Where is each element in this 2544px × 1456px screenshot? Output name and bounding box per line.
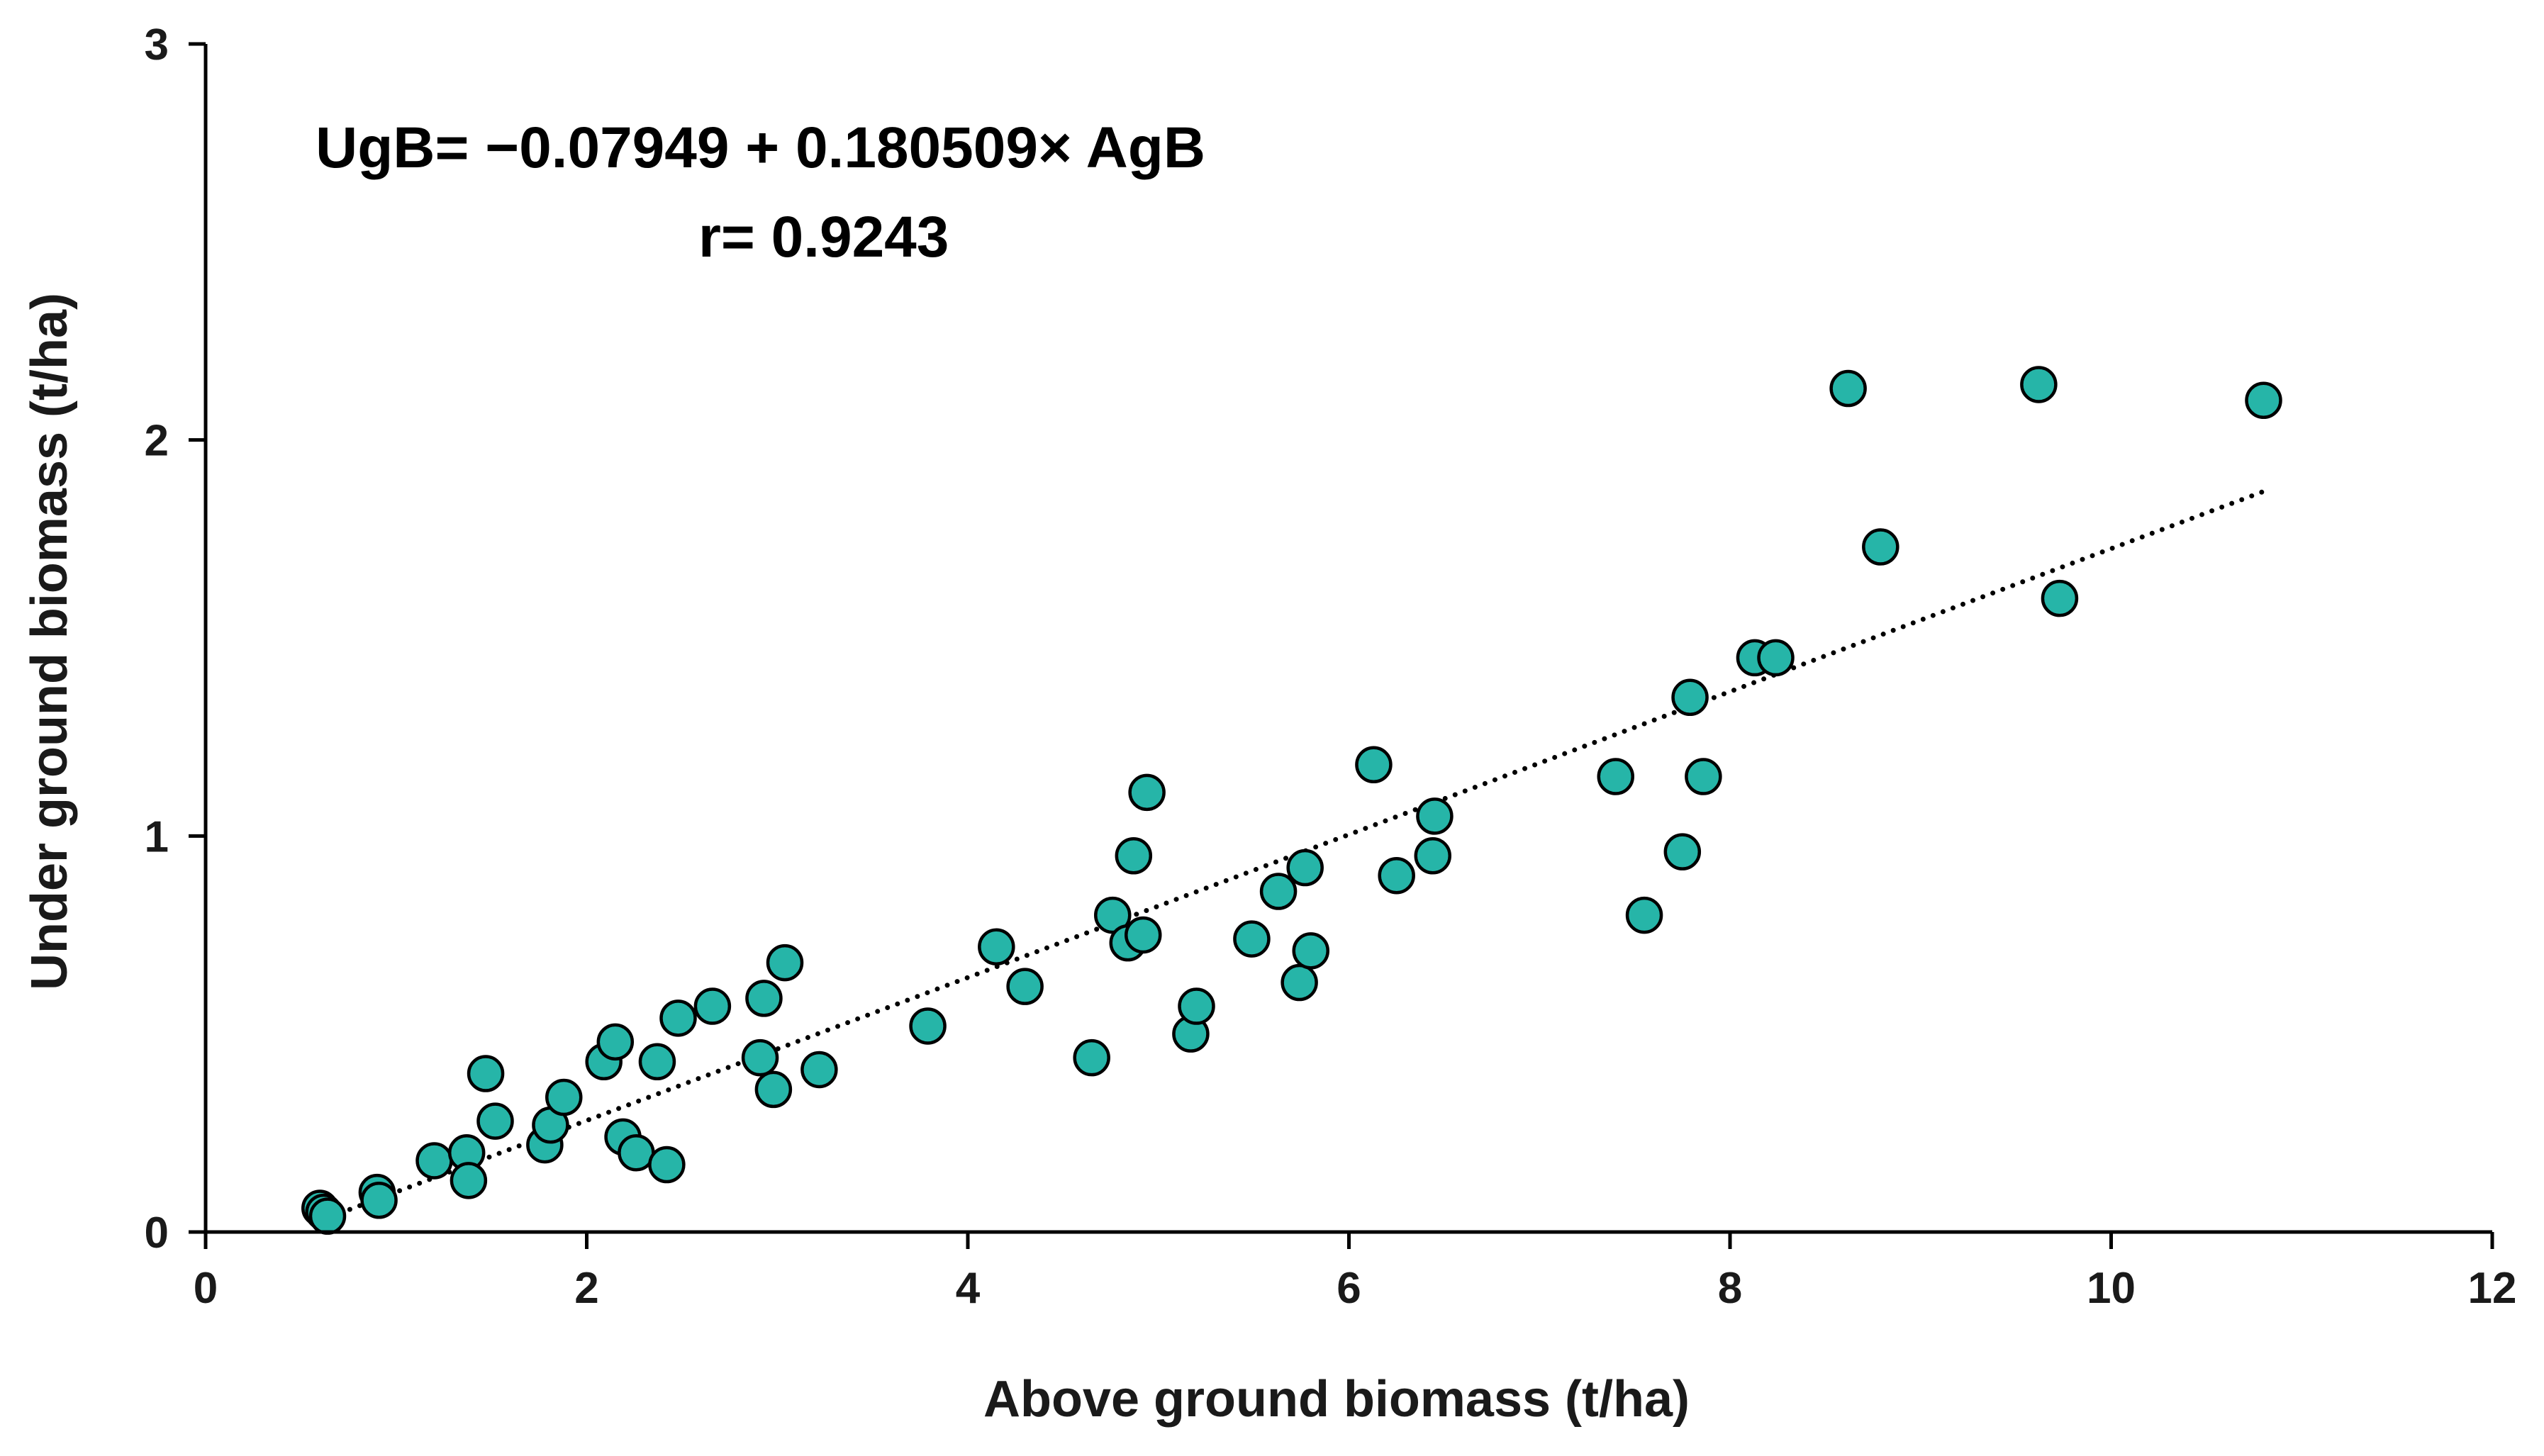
y-tick-label: 3 [145, 21, 169, 69]
y-tick-label: 0 [145, 1209, 169, 1258]
data-point [1286, 849, 1324, 887]
y-tick-label: 2 [145, 417, 169, 466]
data-point [1829, 369, 1867, 408]
x-tick-label: 10 [2087, 1264, 2136, 1313]
x-tick-label: 12 [2468, 1264, 2517, 1313]
x-axis-title: Above ground biomass (t/ha) [983, 1371, 1690, 1428]
data-point [1006, 968, 1044, 1005]
data-point [659, 999, 697, 1037]
data-point [1414, 837, 1451, 875]
data-point [1355, 746, 1393, 784]
axes [189, 42, 2494, 1249]
data-point [1259, 873, 1298, 910]
data-point [476, 1102, 514, 1140]
data-point [1625, 896, 1663, 934]
data-point [1862, 528, 1899, 566]
data-point [1125, 916, 1162, 954]
y-axis-title: Under ground biomass (t/ha) [21, 293, 78, 990]
x-tick-label: 0 [194, 1264, 218, 1313]
data-point [978, 928, 1015, 966]
data-point [1281, 963, 1318, 1002]
data-point [638, 1043, 676, 1081]
data-point [415, 1142, 453, 1180]
data-point [2041, 579, 2079, 617]
data-point [1178, 987, 1215, 1025]
data-point [467, 1055, 505, 1092]
data-point [1115, 837, 1153, 875]
data-point [2245, 381, 2282, 420]
data-point [1233, 920, 1271, 958]
x-tick-label: 4 [956, 1264, 981, 1313]
data-point [1597, 758, 1634, 795]
x-tick-label: 2 [574, 1264, 598, 1313]
data-point [1292, 932, 1329, 970]
data-point [693, 987, 732, 1025]
data-point [741, 1038, 779, 1077]
regression-equation: UgB= −0.07949 + 0.180509× AgB [316, 116, 1205, 180]
data-point [1073, 1038, 1110, 1077]
data-point [1663, 833, 1702, 870]
data-point [2020, 366, 2058, 403]
data-point [1416, 797, 1454, 835]
data-point [766, 943, 804, 982]
data-point [596, 1023, 635, 1061]
data-point [800, 1051, 838, 1089]
data-point [909, 1007, 947, 1045]
data-point [1128, 773, 1166, 812]
data-points [301, 366, 2282, 1235]
data-point [745, 980, 783, 1017]
data-point [545, 1078, 583, 1116]
data-point [1378, 856, 1415, 895]
x-tick-label: 6 [1337, 1264, 1361, 1313]
data-point [648, 1146, 686, 1184]
correlation-coefficient: r= 0.9243 [698, 205, 949, 269]
data-point [1671, 678, 1709, 717]
data-point [360, 1182, 398, 1219]
data-point [450, 1162, 488, 1199]
data-point [754, 1070, 793, 1109]
data-point [1685, 758, 1722, 795]
data-point [1757, 639, 1795, 677]
data-point [1094, 896, 1132, 934]
data-point [308, 1197, 347, 1235]
y-tick-label: 1 [145, 812, 169, 861]
x-tick-label: 8 [1718, 1264, 1742, 1313]
